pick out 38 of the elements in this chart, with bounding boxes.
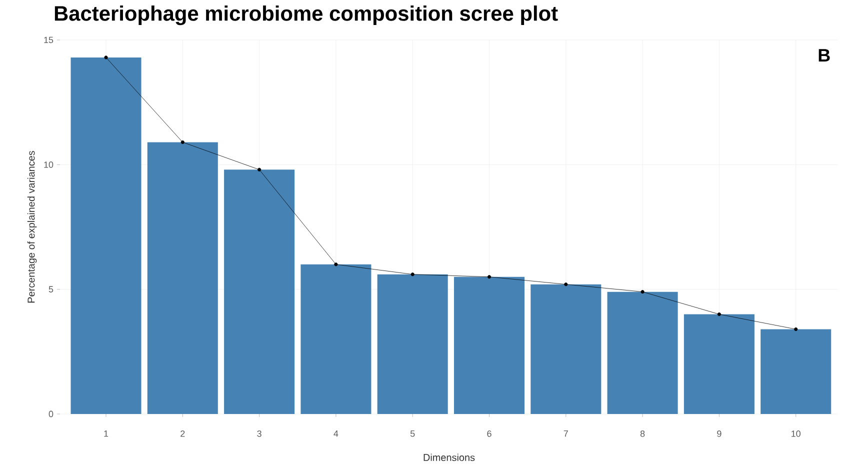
- x-tick-label: 5: [410, 430, 415, 437]
- x-axis-title: Dimensions: [424, 454, 475, 462]
- bar: [300, 264, 372, 414]
- bar: [530, 284, 602, 414]
- bar: [147, 142, 218, 414]
- chart-title: Bacteriophage microbiome composition scree plot: [54, 6, 558, 26]
- x-tick-label: 9: [717, 430, 722, 437]
- annotation: B: [818, 49, 830, 62]
- point: [640, 290, 644, 294]
- y-tick-label: 10: [44, 161, 54, 168]
- point: [564, 282, 568, 286]
- point: [104, 56, 108, 60]
- bar: [454, 276, 525, 414]
- y-tick-label: 15: [44, 36, 54, 44]
- bar: [760, 329, 832, 414]
- y-tick-label: 0: [48, 410, 54, 418]
- point: [794, 327, 798, 332]
- point: [258, 168, 262, 172]
- bar: [607, 292, 678, 414]
- x-tick-label: 2: [180, 430, 185, 437]
- point: [410, 272, 414, 276]
- x-tick-label: 6: [487, 430, 492, 437]
- x-tick-label: 8: [640, 430, 645, 437]
- y-axis-title: Percentage of explained variances: [27, 150, 37, 303]
- x-tick-label: 3: [257, 430, 262, 437]
- x-tick-label: 1: [104, 430, 108, 437]
- x-tick-label: 7: [564, 430, 568, 437]
- y-tick-label: 5: [48, 286, 54, 292]
- point: [180, 140, 184, 144]
- x-tick-label: 10: [792, 430, 800, 437]
- bar: [224, 170, 295, 414]
- bar: [70, 57, 142, 414]
- point: [487, 275, 492, 279]
- bar: [377, 274, 448, 414]
- bar: [684, 314, 754, 414]
- point: [334, 262, 338, 266]
- x-tick-label: 4: [334, 430, 338, 437]
- point: [717, 312, 721, 316]
